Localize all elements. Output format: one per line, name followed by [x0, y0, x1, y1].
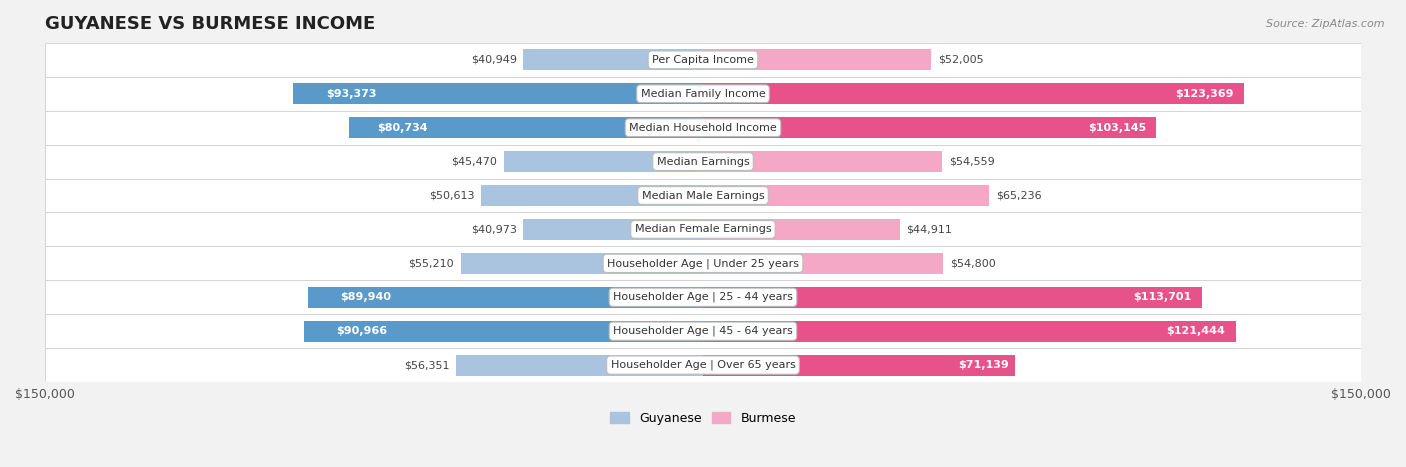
Bar: [349, 117, 703, 138]
Text: $123,369: $123,369: [1175, 89, 1233, 99]
Text: $93,373: $93,373: [326, 89, 377, 99]
Text: $65,236: $65,236: [995, 191, 1042, 200]
Bar: [45, 111, 1361, 145]
Bar: [703, 253, 943, 274]
Bar: [703, 321, 1236, 342]
Bar: [703, 83, 1244, 104]
Text: Median Earnings: Median Earnings: [657, 156, 749, 167]
Text: $40,973: $40,973: [471, 225, 516, 234]
Bar: [481, 185, 703, 206]
Bar: [45, 247, 1361, 280]
Text: $103,145: $103,145: [1088, 123, 1146, 133]
Bar: [703, 117, 1156, 138]
Bar: [294, 83, 703, 104]
Text: $80,734: $80,734: [377, 123, 427, 133]
Text: $55,210: $55,210: [409, 258, 454, 269]
Bar: [304, 321, 703, 342]
Bar: [45, 145, 1361, 178]
Text: $50,613: $50,613: [429, 191, 474, 200]
Text: $121,444: $121,444: [1166, 326, 1225, 336]
Text: $54,800: $54,800: [950, 258, 995, 269]
Bar: [703, 219, 900, 240]
Bar: [461, 253, 703, 274]
Bar: [523, 219, 703, 240]
Bar: [503, 151, 703, 172]
Bar: [456, 354, 703, 375]
Bar: [523, 50, 703, 71]
Text: $45,470: $45,470: [451, 156, 496, 167]
Bar: [45, 178, 1361, 212]
Text: $113,701: $113,701: [1133, 292, 1192, 302]
Text: $54,559: $54,559: [949, 156, 994, 167]
Text: $71,139: $71,139: [957, 360, 1010, 370]
Bar: [703, 50, 931, 71]
Bar: [45, 348, 1361, 382]
Bar: [45, 280, 1361, 314]
Text: Householder Age | 25 - 44 years: Householder Age | 25 - 44 years: [613, 292, 793, 303]
Bar: [703, 185, 990, 206]
Text: $44,911: $44,911: [907, 225, 952, 234]
Bar: [703, 287, 1202, 308]
Text: Median Family Income: Median Family Income: [641, 89, 765, 99]
Text: GUYANESE VS BURMESE INCOME: GUYANESE VS BURMESE INCOME: [45, 15, 375, 33]
Text: $56,351: $56,351: [404, 360, 449, 370]
Text: Median Male Earnings: Median Male Earnings: [641, 191, 765, 200]
Text: Source: ZipAtlas.com: Source: ZipAtlas.com: [1267, 19, 1385, 28]
Bar: [45, 77, 1361, 111]
Text: $40,949: $40,949: [471, 55, 517, 65]
Text: Median Female Earnings: Median Female Earnings: [634, 225, 772, 234]
Text: Householder Age | Under 25 years: Householder Age | Under 25 years: [607, 258, 799, 269]
Text: Householder Age | Over 65 years: Householder Age | Over 65 years: [610, 360, 796, 370]
Text: $89,940: $89,940: [340, 292, 391, 302]
Text: $52,005: $52,005: [938, 55, 983, 65]
Bar: [45, 314, 1361, 348]
Bar: [703, 151, 942, 172]
Legend: Guyanese, Burmese: Guyanese, Burmese: [605, 407, 801, 430]
Text: Householder Age | 45 - 64 years: Householder Age | 45 - 64 years: [613, 326, 793, 336]
Text: Per Capita Income: Per Capita Income: [652, 55, 754, 65]
Bar: [308, 287, 703, 308]
Text: $90,966: $90,966: [336, 326, 387, 336]
Text: Median Household Income: Median Household Income: [628, 123, 778, 133]
Bar: [703, 354, 1015, 375]
Bar: [45, 43, 1361, 77]
Bar: [45, 212, 1361, 247]
